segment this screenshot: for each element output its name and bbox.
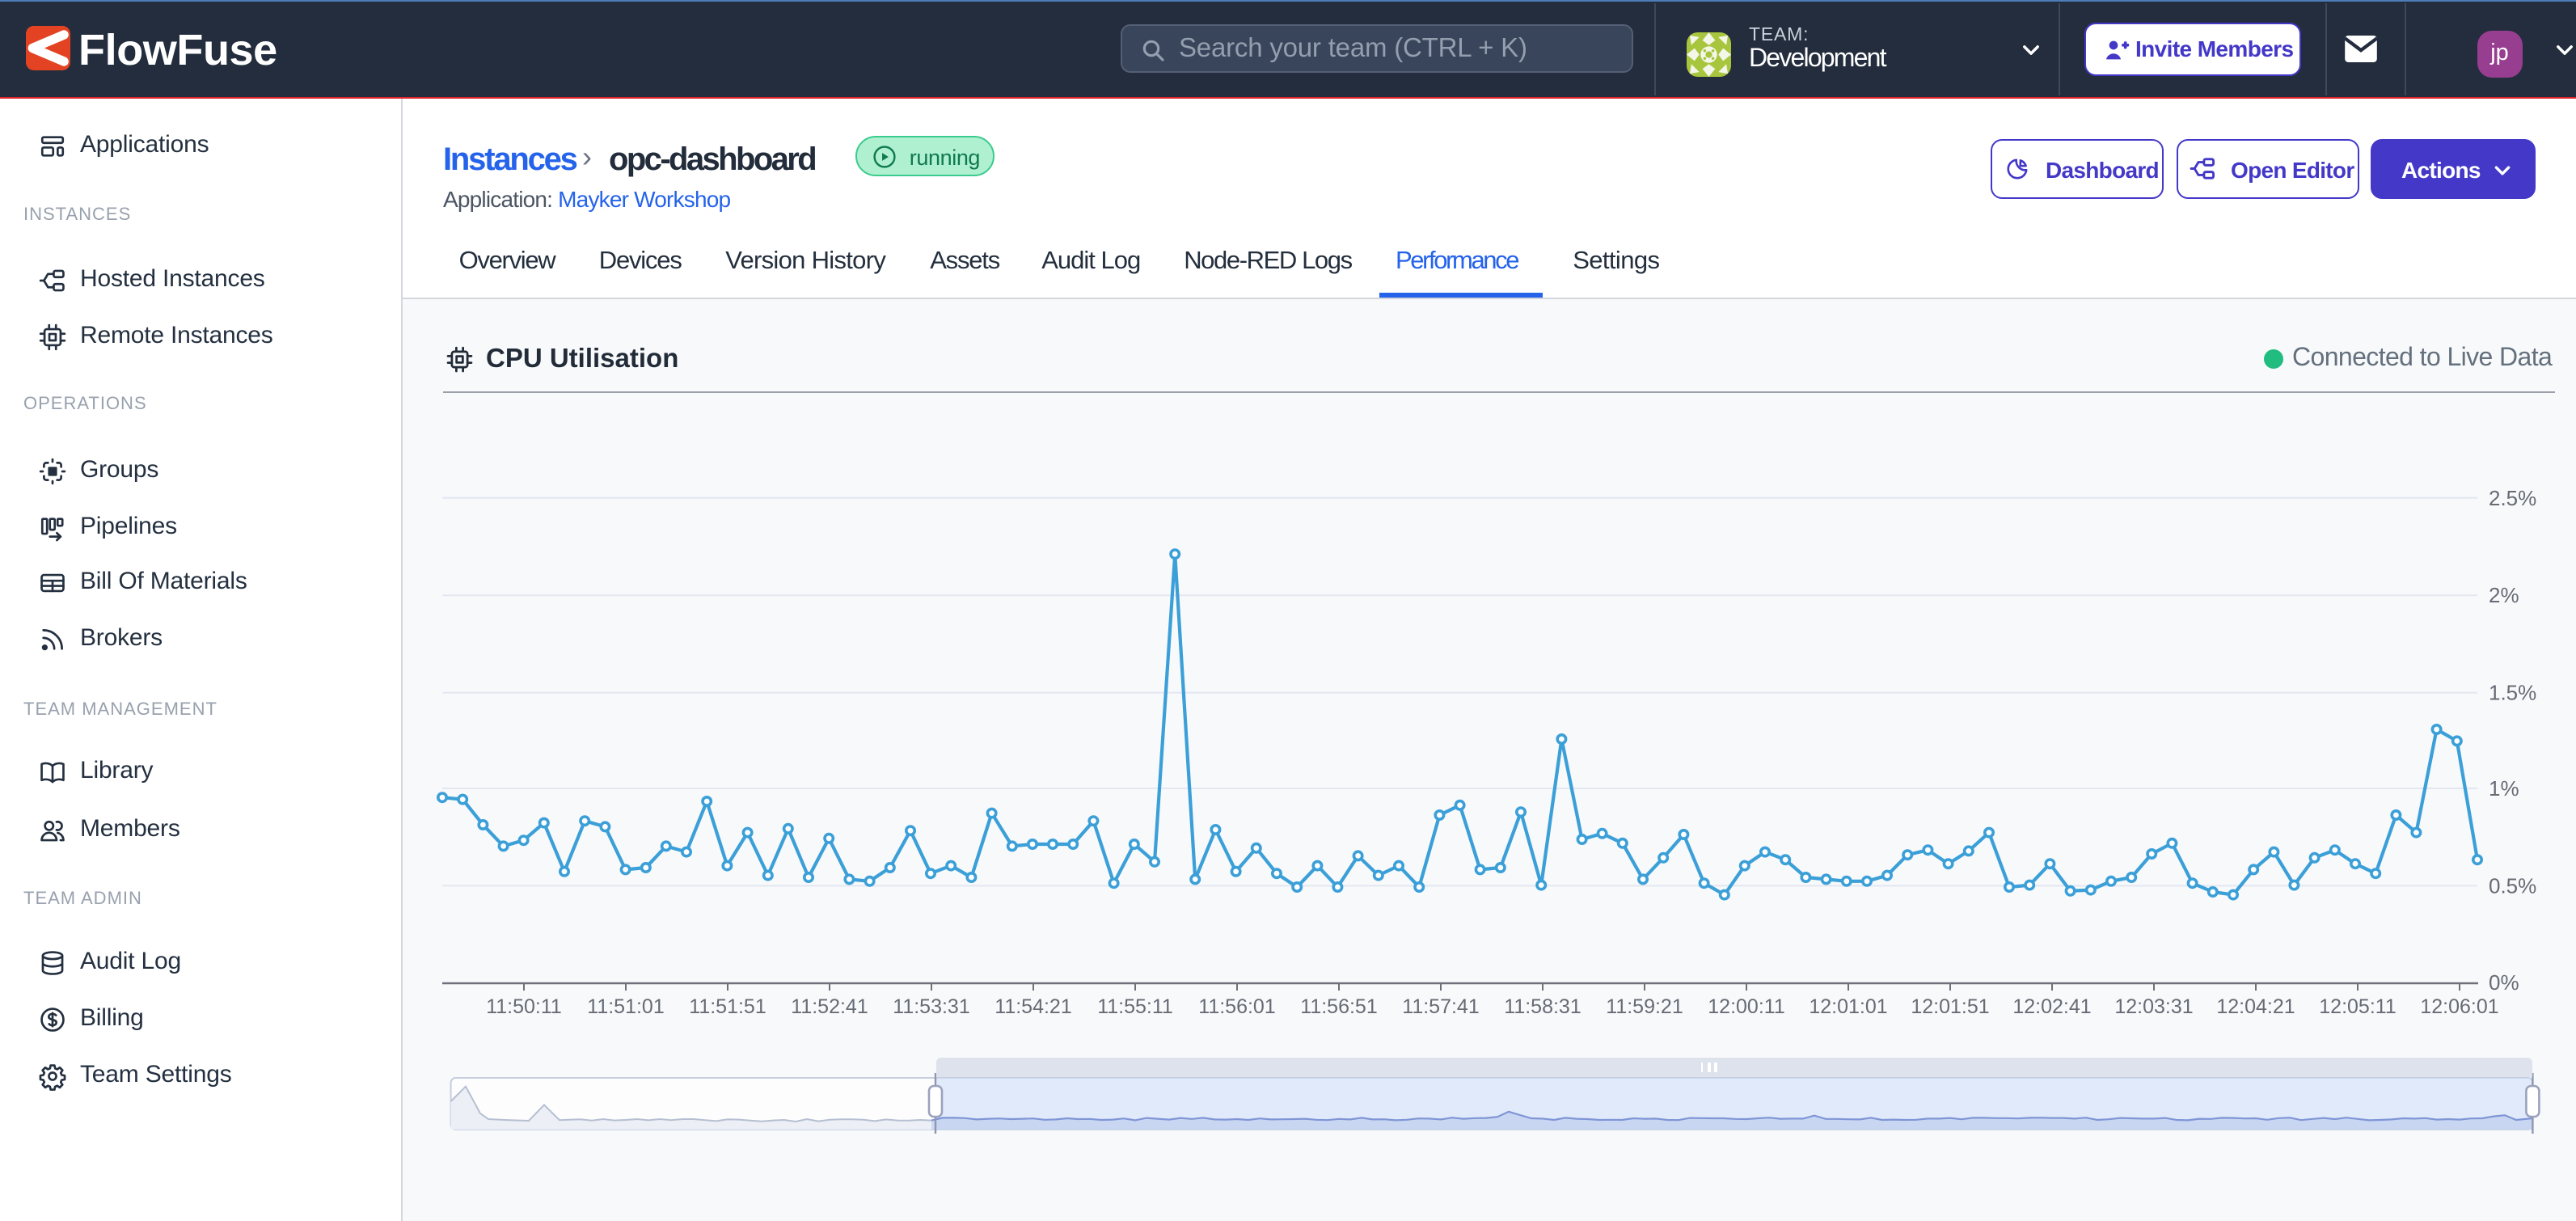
svg-text:0.5%: 0.5% [2489, 873, 2536, 898]
svg-text:12:02:41: 12:02:41 [2012, 995, 2091, 1018]
svg-text:11:50:11: 11:50:11 [486, 995, 562, 1018]
svg-text:11:51:51: 11:51:51 [689, 995, 766, 1018]
svg-text:11:52:41: 11:52:41 [791, 995, 868, 1018]
svg-text:0%: 0% [2489, 970, 2519, 995]
svg-text:1%: 1% [2489, 776, 2519, 801]
svg-text:11:51:01: 11:51:01 [587, 995, 664, 1018]
svg-text:12:01:01: 12:01:01 [1809, 995, 1887, 1018]
svg-text:1.5%: 1.5% [2489, 681, 2536, 705]
svg-text:11:53:31: 11:53:31 [893, 995, 969, 1018]
svg-text:12:06:01: 12:06:01 [2420, 995, 2498, 1018]
svg-text:2%: 2% [2489, 583, 2519, 607]
svg-text:12:00:11: 12:00:11 [1708, 995, 1784, 1018]
svg-text:12:03:31: 12:03:31 [2114, 995, 2193, 1018]
svg-text:11:58:31: 11:58:31 [1504, 995, 1581, 1018]
svg-text:11:59:21: 11:59:21 [1606, 995, 1683, 1018]
svg-text:12:05:11: 12:05:11 [2319, 995, 2396, 1018]
svg-text:11:57:41: 11:57:41 [1402, 995, 1479, 1018]
svg-text:12:01:51: 12:01:51 [1911, 995, 1989, 1018]
svg-text:11:55:11: 11:55:11 [1097, 995, 1173, 1018]
svg-text:12:04:21: 12:04:21 [2216, 995, 2295, 1018]
svg-text:11:54:21: 11:54:21 [995, 995, 1071, 1018]
svg-text:11:56:01: 11:56:01 [1198, 995, 1275, 1018]
svg-text:2.5%: 2.5% [2489, 486, 2536, 510]
svg-text:11:56:51: 11:56:51 [1300, 995, 1377, 1018]
